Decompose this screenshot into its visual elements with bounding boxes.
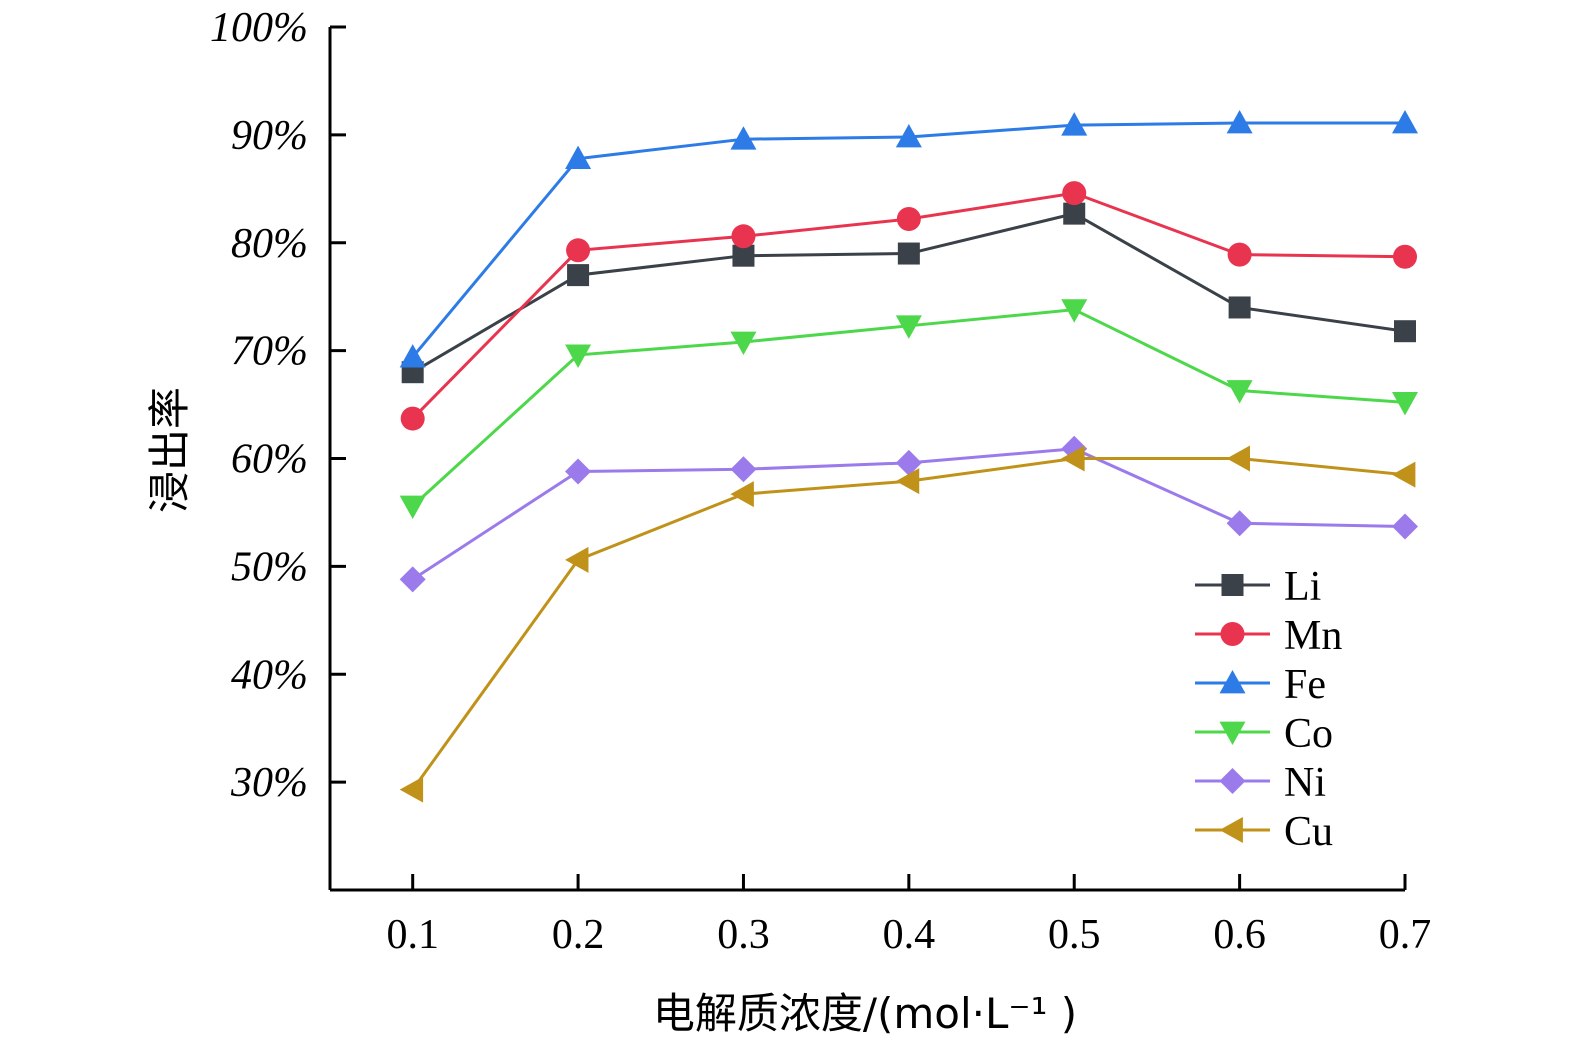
series-cu xyxy=(399,445,1416,803)
series-ni xyxy=(399,435,1418,593)
x-tick-label: 0.7 xyxy=(1379,912,1432,958)
data-point-cu xyxy=(895,468,920,495)
data-point-fe xyxy=(1226,110,1253,134)
y-tick-label: 70% xyxy=(231,329,308,375)
data-point-fe xyxy=(730,126,757,150)
legend-label-fe: Fe xyxy=(1284,662,1326,708)
data-point-mn xyxy=(1393,244,1417,269)
y-tick-label: 30% xyxy=(230,760,308,806)
data-point-li xyxy=(1228,296,1251,319)
x-tick-label: 0.2 xyxy=(552,912,605,958)
legend-item-fe: Fe xyxy=(1195,662,1326,708)
axes: 30% 40% 50% 60% 70% 80% 90% 100% 0.1 0.2 0.3 0.4 0.5… xyxy=(210,5,1431,958)
y-tick-label: 100% xyxy=(210,5,308,51)
data-point-cu xyxy=(565,546,589,573)
y-axis-title: 浸出率 xyxy=(145,387,194,513)
x-tick-label: 0.3 xyxy=(717,912,770,958)
legend-item-co: Co xyxy=(1195,711,1333,757)
data-point-co xyxy=(730,331,757,355)
data-point-co xyxy=(399,495,426,519)
data-point-cu xyxy=(730,481,754,508)
data-point-mn xyxy=(731,224,756,249)
series-layer xyxy=(399,110,1418,803)
y-tick-label: 40% xyxy=(231,652,308,698)
legend-label-cu: Cu xyxy=(1284,809,1333,855)
series-li xyxy=(401,202,1416,384)
series-line-li xyxy=(411,212,1406,374)
series-fe xyxy=(399,110,1418,368)
data-point-co xyxy=(565,344,592,368)
data-point-cu xyxy=(1061,445,1085,472)
data-point-li xyxy=(732,244,755,267)
data-point-fe xyxy=(399,344,426,368)
data-point-ni xyxy=(895,449,922,476)
data-point-mn xyxy=(1227,242,1252,267)
x-tick-label: 0.4 xyxy=(883,912,936,958)
legend-item-cu: Cu xyxy=(1195,809,1333,855)
data-point-li xyxy=(897,242,920,265)
x-tick-label: 0.5 xyxy=(1048,912,1101,958)
data-point-li xyxy=(1063,202,1086,225)
y-tick-label: 90% xyxy=(231,113,308,159)
legend-item-mn: Mn xyxy=(1195,613,1342,659)
data-point-fe xyxy=(1392,110,1418,134)
legend-label-li: Li xyxy=(1284,564,1321,610)
y-tick-label: 80% xyxy=(231,221,308,267)
data-point-mn xyxy=(566,238,591,263)
data-point-mn xyxy=(1062,181,1087,206)
legend-marker-cu xyxy=(1219,817,1243,843)
data-point-co xyxy=(1392,392,1418,416)
data-point-mn xyxy=(400,406,425,431)
series-co xyxy=(399,299,1418,519)
data-point-ni xyxy=(1392,513,1418,540)
data-point-mn xyxy=(896,207,921,232)
x-tick-label: 0.1 xyxy=(386,912,439,958)
x-tick-label: 0.6 xyxy=(1213,912,1266,958)
series-mn xyxy=(400,181,1417,431)
data-point-ni xyxy=(1226,510,1253,537)
data-point-cu xyxy=(399,776,424,803)
legend-marker-ni xyxy=(1219,768,1246,794)
data-point-co xyxy=(1226,380,1253,404)
data-point-ni xyxy=(399,566,426,593)
legend-marker-mn xyxy=(1220,622,1245,646)
data-point-co xyxy=(895,315,922,339)
legend-marker-co xyxy=(1219,721,1246,745)
data-point-ni xyxy=(730,456,757,483)
x-axis-title: 电解质浓度/(mol·L⁻¹ ) xyxy=(653,989,1077,1038)
legend-item-ni: Ni xyxy=(1195,760,1326,806)
y-tick-label: 60% xyxy=(231,437,308,483)
data-point-li xyxy=(1394,320,1416,343)
legend-label-co: Co xyxy=(1284,711,1333,757)
legend-item-li: Li xyxy=(1195,564,1321,610)
data-point-fe xyxy=(895,124,922,148)
data-point-li xyxy=(567,264,590,287)
legend-label-mn: Mn xyxy=(1284,613,1342,659)
legend-marker-fe xyxy=(1219,670,1246,694)
data-point-fe xyxy=(1061,112,1088,136)
legend-marker-li xyxy=(1221,574,1244,596)
data-point-co xyxy=(1061,299,1088,323)
legend-label-ni: Ni xyxy=(1284,760,1326,806)
data-point-cu xyxy=(1392,461,1416,488)
series-line-cu xyxy=(411,457,1406,791)
data-point-cu xyxy=(1226,445,1251,472)
data-point-ni xyxy=(565,458,592,485)
y-tick-label: 50% xyxy=(231,544,308,590)
data-point-fe xyxy=(565,145,592,170)
